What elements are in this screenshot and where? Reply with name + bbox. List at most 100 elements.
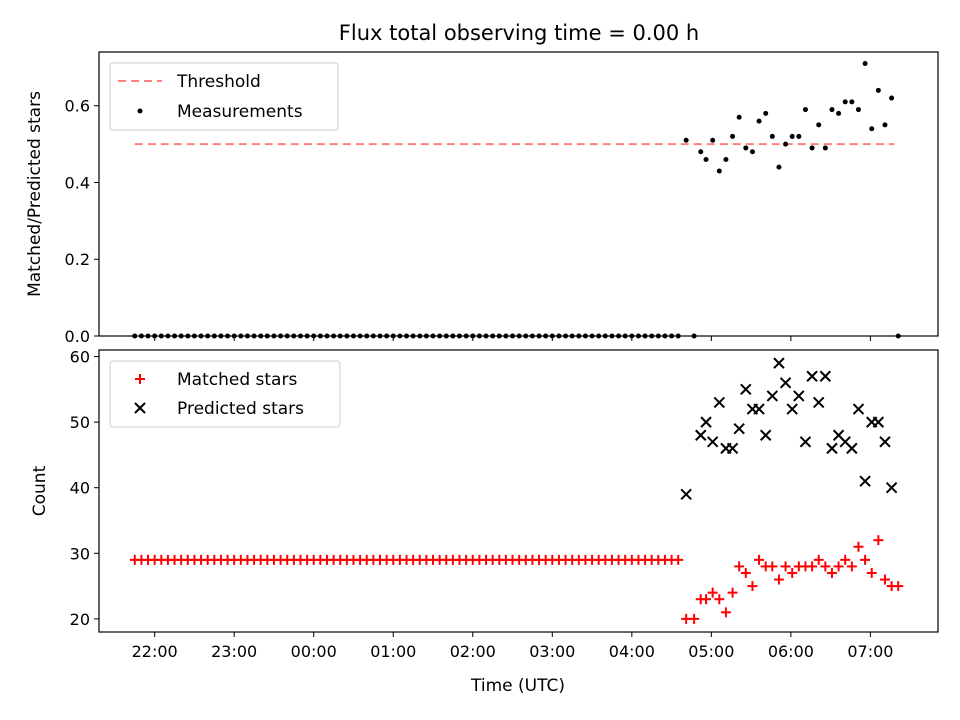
measurement-point [649,333,655,339]
measurement-point [895,333,901,339]
measurement-point [185,333,191,339]
measurement-point [397,333,403,339]
bottom-legend-box [109,360,341,428]
measurement-point [889,95,895,101]
predicted-star-point [759,429,772,441]
matched-star-point [767,561,778,572]
measurement-point [822,145,828,151]
legend-measurements-label: Measurements [177,102,303,122]
matched-stars-points [129,535,904,624]
measurement-point [231,333,237,339]
matched-star-point [807,561,818,572]
measurement-point [516,333,522,339]
matched-star-point [720,607,731,618]
measurement-point [743,145,749,151]
measurement-point [763,110,769,116]
measurement-point [172,333,178,339]
legend-predicted-swatch [134,402,146,414]
measurement-point [655,333,661,339]
measurement-point [710,137,716,143]
predicted-star-point [799,436,812,448]
measurement-point [716,168,722,174]
bottom-panel: 20 30 40 50 60 22:00 23:00 00:00 01:00 02:00 03:0… [30,348,939,696]
measurement-point [132,333,138,339]
x-axis-label: Time (UTC) [470,676,565,696]
measurement-points [132,61,901,339]
measurement-point [284,333,290,339]
predicted-star-point [695,429,707,441]
measurement-point [669,333,675,339]
measurement-point [776,164,782,170]
predicted-star-point [740,383,752,396]
predicted-star-point [806,370,818,382]
predicted-star-point [813,396,825,409]
predicted-star-point [872,416,885,428]
measurement-point [324,333,330,339]
measurement-point [470,333,476,339]
matched-star-point [893,581,904,592]
measurement-point [769,133,775,139]
measurement-point [829,107,835,113]
measurement-point [703,156,709,162]
x-tick-label: 01:00 [370,642,416,661]
measurement-point [862,61,868,67]
measurement-point [596,333,602,339]
measurement-point [855,107,861,113]
matched-star-point [866,567,877,578]
measurement-point [662,333,668,339]
matched-star-point [707,587,718,598]
bottom-y-axis-label: Count [30,465,50,516]
top-legend-box [109,62,339,131]
measurement-point [789,133,795,139]
measurement-point [291,333,297,339]
measurement-point [370,333,376,339]
measurement-point [563,333,569,339]
measurement-point [536,333,542,339]
measurement-point [816,122,822,128]
measurement-point [278,333,284,339]
measurement-point [350,333,356,339]
bottom-plot-frame [98,349,939,633]
predicted-star-point [852,403,865,415]
matched-star-point [826,567,837,578]
matched-star-point [714,594,725,605]
x-tick-label: 22:00 [132,642,178,661]
measurement-point [549,333,555,339]
x-tick-label: 04:00 [609,642,655,661]
measurement-point [483,333,489,339]
measurement-point [271,333,277,339]
measurement-point [635,333,641,339]
predicted-star-point [885,482,898,494]
measurement-point [576,333,582,339]
top-y-ticks: 0.0 0.2 0.4 0.6 [65,97,99,346]
matched-star-point [787,567,798,578]
bottom-y-tick-label: 40 [70,479,90,498]
bottom-y-tick-label: 30 [70,544,90,563]
matched-star-point [846,561,857,572]
predicted-star-point [713,396,726,409]
measurement-point [158,333,164,339]
measurement-point [463,333,469,339]
bottom-x-ticks: 22:00 23:00 00:00 01:00 02:00 03:00 04:00 05:00… [132,632,893,661]
predicted-star-point [706,436,719,448]
measurement-point [609,333,615,339]
predicted-star-point [753,403,765,415]
matched-star-point [727,587,738,598]
measurement-point [783,141,789,147]
measurement-point [510,333,516,339]
predicted-star-point [680,488,692,500]
measurement-point [543,333,549,339]
measurement-point [165,333,171,339]
legend-matched-marker [135,374,145,384]
measurement-point [457,333,463,339]
measurement-point [496,333,502,339]
measurement-point [589,333,595,339]
measurement-point [849,99,855,105]
matched-star-point [673,554,684,565]
measurement-point [145,333,151,339]
measurement-point [443,333,449,339]
top-panel: 0.0 0.2 0.4 0.6 Matched/Predicted stars Thr… [25,51,939,346]
measurement-point [730,133,736,139]
bottom-y-tick-label: 60 [70,348,90,367]
predicted-star-point [773,357,785,369]
